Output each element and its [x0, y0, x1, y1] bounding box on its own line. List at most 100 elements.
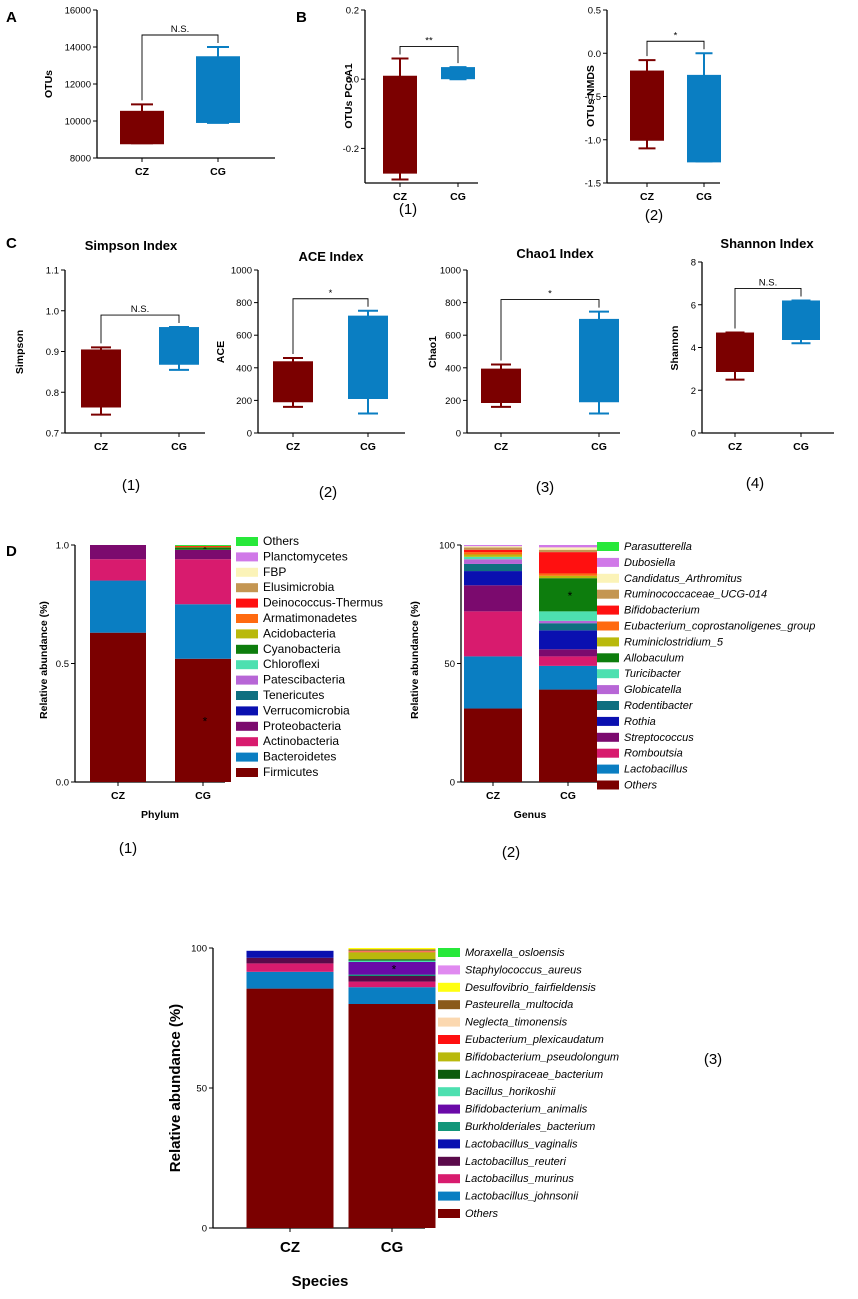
- legend-swatch: [438, 1017, 460, 1027]
- x-tick-label: CZ: [393, 191, 408, 203]
- legend-swatch: [438, 1122, 460, 1131]
- legend-swatch: [236, 706, 258, 716]
- bar-segment: [175, 559, 231, 605]
- legend-label: Candidatus_Arthromitus: [624, 573, 743, 585]
- legend-label: Firmicutes: [263, 765, 318, 779]
- x-tick-label: CG: [450, 191, 466, 203]
- bar-segment: [539, 611, 597, 621]
- legend-swatch: [597, 716, 619, 726]
- legend-swatch: [236, 614, 258, 623]
- y-tick-label: 200: [236, 396, 252, 407]
- legend-swatch: [597, 669, 619, 679]
- legend-label: Lactobacillus_murinus: [465, 1173, 574, 1185]
- legend-label: Acidobacteria: [263, 626, 336, 640]
- legend-label: Elusimicrobia: [263, 580, 335, 594]
- legend-label: Others: [624, 780, 658, 792]
- y-axis-label: Simpson: [14, 330, 26, 374]
- legend-swatch: [236, 675, 258, 685]
- legend-swatch: [438, 1191, 460, 1201]
- bar-segment: [348, 976, 436, 982]
- legend-label: Tenericutes: [263, 688, 324, 702]
- panel-label-b: B: [296, 9, 307, 26]
- y-tick-label: -0.2: [343, 144, 359, 155]
- chart-d3: 0 50 100 CZ CG Relative abundance (%) (3) * Spec…: [167, 944, 722, 1291]
- bar-segment: [175, 545, 231, 546]
- y-axis-label: Relative abundance (%): [38, 601, 50, 719]
- y-axis-label: OTUs NMDS: [585, 65, 597, 127]
- significance-star: *: [568, 589, 573, 603]
- chart-title: Simpson Index: [85, 238, 178, 253]
- box-cg: [196, 46, 240, 124]
- significance-bracket: [734, 288, 802, 329]
- legend-label: Neglecta_timonensis: [465, 1017, 568, 1029]
- legend-swatch: [236, 768, 258, 777]
- legend-swatch: [438, 1104, 460, 1114]
- legend-swatch: [438, 965, 460, 975]
- legend-label: Proteobacteria: [263, 719, 341, 733]
- chart-c4: 0 2 4 6 8 CZ CG Shannon Shannon Index (4) N.S.: [669, 236, 834, 492]
- box-body: [481, 368, 521, 403]
- box-cg: [348, 309, 388, 415]
- panel-sublabel: (4): [746, 475, 764, 492]
- bar-segment: [464, 559, 522, 564]
- legend-label: Bifidobacterium: [624, 605, 700, 617]
- y-tick-label: 12000: [65, 80, 91, 91]
- significance-label: N.S.: [131, 304, 149, 315]
- legend-label: Rothia: [624, 716, 656, 728]
- y-tick-label: 8000: [70, 154, 91, 165]
- legend-label: Pasteurella_multocida: [465, 999, 573, 1011]
- legend-label: Desulfovibrio_fairfieldensis: [465, 982, 596, 994]
- box-body: [196, 56, 240, 123]
- y-tick-label: 400: [236, 363, 252, 374]
- x-tick-label: CG: [210, 166, 226, 178]
- box-body: [159, 327, 199, 364]
- bar-segment: [348, 948, 436, 950]
- legend-label: Staphylococcus_aureus: [465, 964, 582, 976]
- legend-label: Patescibacteria: [263, 673, 345, 687]
- legend-label: Eubacterium_plexicaudatum: [465, 1034, 604, 1046]
- legend-label: Eubacterium_coprostanoligenes_group: [624, 621, 815, 633]
- significance-bracket: [646, 40, 705, 57]
- legend-swatch: [438, 982, 460, 992]
- legend-swatch: [438, 1139, 460, 1149]
- bar-segment: [464, 546, 522, 548]
- chart-c3: 0 200 400 600 800 1000 CZ CG Chao1 Chao1 Index (3)…: [427, 246, 620, 496]
- bar-segment: [246, 988, 334, 1228]
- legend-swatch: [597, 589, 619, 599]
- bar-segment: [348, 960, 436, 962]
- y-tick-label: 0.2: [346, 6, 359, 17]
- bar-segment: [539, 545, 597, 548]
- legend-swatch: [597, 542, 619, 551]
- box-cz: [716, 331, 754, 381]
- legend-label: Lactobacillus_reuteri: [465, 1156, 566, 1168]
- legend-label: Bifidobacterium_animalis: [465, 1104, 588, 1116]
- box-cg: [159, 326, 199, 371]
- panel-label-c: C: [6, 235, 17, 252]
- y-tick-label: 1000: [231, 266, 252, 277]
- bar-segment: [90, 545, 146, 560]
- legend-swatch: [597, 605, 619, 615]
- box-cz: [383, 57, 417, 181]
- x-tick-label: CZ: [94, 441, 109, 453]
- box-body: [348, 315, 388, 398]
- legend-swatch: [236, 660, 258, 670]
- y-tick-label: 0.0: [346, 75, 359, 86]
- box-body: [782, 300, 820, 339]
- panel-sublabel: (3): [704, 1051, 722, 1068]
- y-tick-label: -1.0: [585, 135, 601, 146]
- x-tick-label: CG: [171, 441, 187, 453]
- x-tick-label: CG: [381, 1239, 404, 1256]
- x-tick-label: CG: [195, 790, 211, 802]
- panel-label-a: A: [6, 9, 17, 26]
- bar-segment: [464, 549, 522, 553]
- x-tick-label: CG: [360, 441, 376, 453]
- bar-segment: [348, 951, 436, 953]
- bar-segment: [348, 987, 436, 1004]
- y-tick-label: 0.5: [588, 6, 601, 17]
- bar-segment: [539, 665, 597, 690]
- legend-swatch: [597, 764, 619, 774]
- legend-swatch: [236, 644, 258, 654]
- bar-segment: [246, 957, 334, 964]
- bar-segment: [348, 962, 436, 975]
- significance-bracket: [100, 314, 180, 344]
